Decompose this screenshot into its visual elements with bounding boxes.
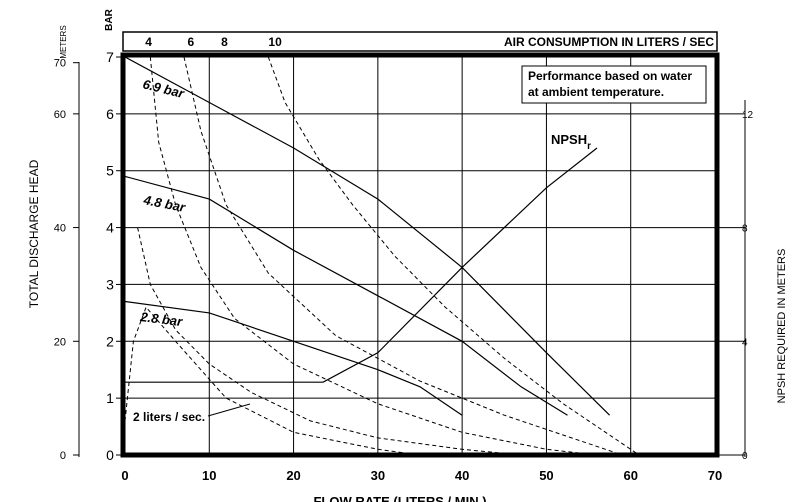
performance-curve-2-8-bar bbox=[124, 300, 463, 416]
air-consumption-axis-title: AIR CONSUMPTION IN LITERS / SEC bbox=[504, 35, 714, 49]
label-npsh: NPSHr bbox=[551, 132, 591, 152]
npsh-tick-label: 0 bbox=[742, 451, 748, 462]
x-tick-label: 50 bbox=[539, 468, 553, 483]
meters-tick-label: 60 bbox=[54, 109, 66, 121]
x-tick-label: 20 bbox=[286, 468, 300, 483]
performance-curve-6-9-bar bbox=[124, 56, 611, 416]
air-tick-label: 8 bbox=[221, 35, 228, 49]
air-consumption-axis-box bbox=[122, 31, 718, 52]
performance-curve-4-8-bar bbox=[124, 175, 568, 416]
bar-axis: 0 1 2 3 4 5 6 7 bbox=[106, 49, 123, 463]
y-axis-title: TOTAL DISCHARGE HEAD bbox=[27, 159, 41, 308]
air-tick-label: 6 bbox=[187, 35, 194, 49]
x-tick-label: 30 bbox=[371, 468, 385, 483]
air-consumption-curve-3 bbox=[149, 56, 598, 456]
air-tick-label: 4 bbox=[145, 35, 152, 49]
air-tick-label: 10 bbox=[268, 35, 282, 49]
x-tick-label: 0 bbox=[121, 468, 128, 483]
air-consumption-curve-5 bbox=[267, 56, 640, 456]
meters-axis: 0 20 40 60 70 bbox=[54, 58, 79, 462]
label-2-liters-leader bbox=[207, 403, 251, 417]
label-2-8-bar: 2.8 bar bbox=[139, 309, 184, 329]
meters-tick-label: 0 bbox=[60, 450, 66, 462]
meters-axis-unit: METERS bbox=[59, 25, 68, 58]
bar-axis-unit: BAR bbox=[104, 8, 115, 30]
note-text: Performance based on water at ambient te… bbox=[528, 69, 695, 99]
x-axis-title: FLOW RATE (LITERS / MIN.) bbox=[313, 494, 486, 502]
npsh-required-curve bbox=[125, 147, 598, 383]
npsh-curve-group bbox=[125, 147, 598, 383]
npsh-tick-label: 4 bbox=[742, 337, 748, 348]
label-npsh-sub: r bbox=[587, 141, 591, 152]
note-box bbox=[521, 65, 707, 104]
plot-frame bbox=[120, 52, 720, 458]
x-tick-label: 40 bbox=[455, 468, 469, 483]
performance-curves bbox=[124, 56, 611, 416]
air-consumption-curve-2 bbox=[137, 227, 522, 456]
x-tick-label: 10 bbox=[202, 468, 216, 483]
air-consumption-curves bbox=[124, 56, 640, 456]
bar-tick-label: 6 bbox=[106, 106, 114, 122]
meters-tick-label: 20 bbox=[54, 336, 66, 348]
air-consumption-curve-1 bbox=[124, 306, 421, 456]
meters-tick-label: 40 bbox=[54, 223, 66, 235]
bar-tick-label: 1 bbox=[106, 390, 114, 406]
grid-lines bbox=[125, 57, 715, 455]
meters-tick-label: 70 bbox=[54, 58, 66, 70]
air-consumption-axis: 4 6 8 10 bbox=[145, 35, 282, 49]
npsh-tick-label: 8 bbox=[742, 224, 748, 235]
label-npsh-main: NPSH bbox=[551, 132, 587, 147]
x-axis: 0 10 20 30 40 50 60 70 bbox=[121, 468, 722, 483]
label-2-liters-sec: 2 liters / sec. bbox=[133, 410, 205, 424]
bar-tick-label: 2 bbox=[106, 333, 114, 349]
npsh-axis-title: NPSH REQUIRED IN METERS bbox=[776, 249, 788, 404]
bar-tick-label: 5 bbox=[106, 163, 114, 179]
npsh-tick-label: 12 bbox=[742, 110, 754, 121]
bar-tick-label: 0 bbox=[106, 447, 114, 463]
air-consumption-curve-4 bbox=[183, 56, 623, 456]
bar-tick-label: 7 bbox=[106, 49, 114, 65]
x-tick-label: 60 bbox=[623, 468, 637, 483]
bar-tick-label: 4 bbox=[106, 220, 114, 236]
npsh-axis: 0 4 8 12 bbox=[719, 110, 754, 462]
x-tick-label: 70 bbox=[708, 468, 722, 483]
bar-tick-label: 3 bbox=[106, 276, 114, 292]
